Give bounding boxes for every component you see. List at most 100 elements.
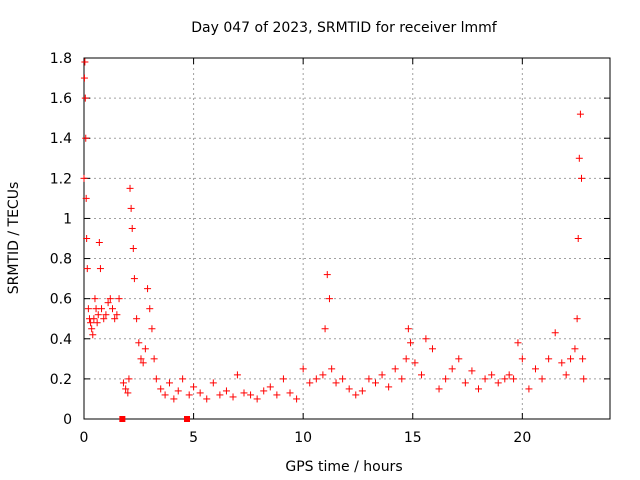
data-point <box>126 184 134 192</box>
data-point <box>150 355 158 363</box>
data-point <box>518 355 526 363</box>
y-tick-label: 1.8 <box>50 51 72 67</box>
data-point <box>127 204 135 212</box>
data-point <box>129 245 137 253</box>
data-point <box>130 275 138 283</box>
data-point <box>323 271 331 279</box>
data-point <box>88 325 96 333</box>
data-point <box>165 379 173 387</box>
data-point <box>95 239 103 247</box>
data-point <box>402 355 410 363</box>
data-point <box>442 375 450 383</box>
data-point <box>146 305 154 313</box>
data-point <box>81 58 89 66</box>
data-point <box>573 315 581 323</box>
data-point <box>352 391 360 399</box>
data-point <box>196 389 204 397</box>
data-point <box>139 359 147 367</box>
data-point <box>185 391 193 399</box>
data-point <box>293 395 301 403</box>
data-point <box>82 194 90 202</box>
zero-point <box>119 416 126 422</box>
data-point <box>562 371 570 379</box>
data-point <box>128 224 136 232</box>
data-point <box>332 379 340 387</box>
data-points <box>80 58 588 422</box>
data-point <box>170 395 178 403</box>
data-point <box>422 335 430 343</box>
y-tick-label: 0 <box>63 412 72 428</box>
data-point <box>80 174 88 182</box>
data-point <box>87 319 95 327</box>
data-point <box>98 305 106 313</box>
data-point <box>510 375 518 383</box>
data-point <box>525 385 533 393</box>
data-point <box>428 345 436 353</box>
y-tick-label: 0.4 <box>50 332 72 348</box>
data-point <box>80 74 88 82</box>
data-point <box>100 315 108 323</box>
data-point <box>233 371 241 379</box>
data-point <box>461 379 469 387</box>
data-point <box>91 295 99 303</box>
data-point <box>89 331 97 339</box>
data-point <box>365 375 373 383</box>
data-point <box>152 375 160 383</box>
zero-point <box>184 416 191 422</box>
data-point <box>411 359 419 367</box>
data-point <box>82 134 90 142</box>
data-point <box>501 375 509 383</box>
chart-grid <box>84 58 610 419</box>
data-point <box>545 355 553 363</box>
data-point <box>94 311 102 319</box>
data-point <box>574 235 582 242</box>
data-point <box>90 315 98 323</box>
data-point <box>571 345 579 353</box>
data-point <box>137 355 145 363</box>
data-point <box>161 391 169 399</box>
data-point <box>203 395 211 403</box>
data-point <box>306 379 314 387</box>
data-point <box>133 315 141 323</box>
data-point <box>93 319 101 327</box>
data-point <box>141 345 149 353</box>
data-point <box>102 311 110 319</box>
data-point <box>378 371 386 379</box>
data-point <box>125 375 133 383</box>
data-point <box>108 305 116 313</box>
data-point <box>122 385 130 393</box>
data-point <box>119 379 127 387</box>
data-point <box>229 393 237 401</box>
x-tick-label: 20 <box>513 430 531 446</box>
data-point <box>113 311 121 319</box>
data-point <box>551 329 559 337</box>
data-point <box>157 385 165 393</box>
data-point <box>475 385 482 393</box>
y-tick-label: 0.8 <box>50 252 72 268</box>
data-point <box>144 285 152 293</box>
data-point <box>339 375 347 383</box>
data-point <box>104 299 112 307</box>
data-point <box>418 371 426 379</box>
data-point <box>253 395 261 403</box>
data-point <box>260 387 268 395</box>
y-tick-label: 0.2 <box>50 372 72 388</box>
data-point <box>494 379 502 387</box>
data-point <box>580 375 588 383</box>
data-point <box>558 359 566 367</box>
data-point <box>488 371 496 379</box>
data-point <box>286 389 294 397</box>
data-point <box>455 355 463 363</box>
data-point <box>538 375 546 383</box>
data-point <box>273 391 281 399</box>
data-point <box>96 265 104 273</box>
axis-ticks: 0 5 10 15 20 0 0.2 0.4 0.6 0.8 1 1.2 1.4 1.6 1.8 <box>50 51 610 446</box>
data-point <box>81 94 89 102</box>
data-point <box>84 305 92 313</box>
x-axis-label: GPS time / hours <box>285 459 402 475</box>
y-tick-label: 1.4 <box>50 131 72 147</box>
data-point <box>174 387 182 395</box>
data-point <box>111 315 119 323</box>
x-tick-label: 0 <box>80 430 89 446</box>
data-point <box>514 339 522 347</box>
